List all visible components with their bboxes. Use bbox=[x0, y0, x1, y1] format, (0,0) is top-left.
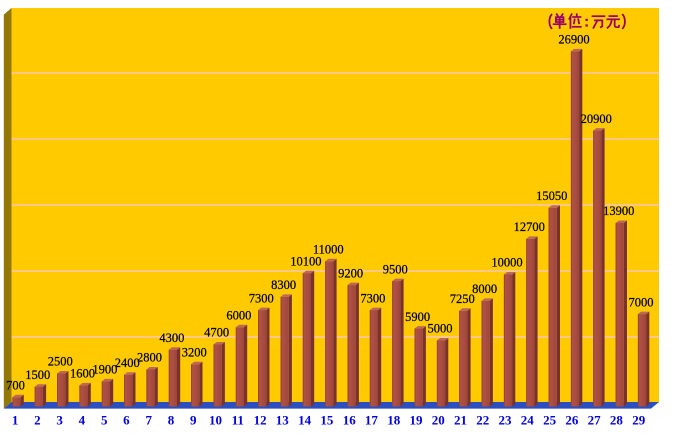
svg-text:24: 24 bbox=[521, 413, 535, 428]
svg-text:7250: 7250 bbox=[450, 292, 475, 306]
svg-text:15050: 15050 bbox=[536, 189, 567, 203]
svg-text:10000: 10000 bbox=[491, 256, 522, 270]
svg-text:6000: 6000 bbox=[226, 309, 251, 323]
svg-text:7300: 7300 bbox=[249, 291, 274, 305]
svg-text:1600: 1600 bbox=[70, 367, 95, 381]
svg-text:13: 13 bbox=[276, 413, 290, 428]
svg-text:2500: 2500 bbox=[48, 355, 73, 369]
svg-text:7300: 7300 bbox=[360, 291, 385, 305]
svg-text:8300: 8300 bbox=[271, 278, 296, 292]
svg-text:7: 7 bbox=[145, 413, 152, 428]
svg-text:8: 8 bbox=[168, 413, 175, 428]
svg-text:5: 5 bbox=[101, 413, 108, 428]
svg-text:3: 3 bbox=[56, 413, 63, 428]
svg-text:4: 4 bbox=[79, 413, 86, 428]
svg-text:9200: 9200 bbox=[338, 266, 363, 280]
svg-text:2: 2 bbox=[34, 413, 41, 428]
svg-text:16: 16 bbox=[343, 413, 357, 428]
svg-text:11000: 11000 bbox=[313, 243, 344, 257]
svg-text:26900: 26900 bbox=[558, 33, 589, 47]
svg-text:7000: 7000 bbox=[629, 295, 654, 309]
svg-text:28: 28 bbox=[610, 413, 624, 428]
svg-text:2400: 2400 bbox=[115, 356, 140, 370]
svg-text:15: 15 bbox=[320, 413, 334, 428]
svg-text:11: 11 bbox=[232, 413, 244, 428]
svg-text:26: 26 bbox=[565, 413, 579, 428]
svg-text:23: 23 bbox=[499, 413, 513, 428]
svg-text:21: 21 bbox=[454, 413, 467, 428]
svg-text:8000: 8000 bbox=[472, 282, 497, 296]
svg-text:17: 17 bbox=[365, 413, 379, 428]
svg-text:18: 18 bbox=[387, 413, 401, 428]
svg-text:22: 22 bbox=[476, 413, 489, 428]
svg-text:20: 20 bbox=[432, 413, 445, 428]
svg-text:1900: 1900 bbox=[92, 363, 117, 377]
svg-text:5000: 5000 bbox=[428, 322, 453, 336]
svg-text:19: 19 bbox=[410, 413, 424, 428]
svg-text:9: 9 bbox=[190, 413, 197, 428]
svg-text:700: 700 bbox=[6, 379, 25, 393]
svg-text:25: 25 bbox=[543, 413, 557, 428]
svg-text:6: 6 bbox=[123, 413, 130, 428]
svg-text:12700: 12700 bbox=[514, 220, 545, 234]
svg-text:2800: 2800 bbox=[137, 351, 162, 365]
svg-text:1: 1 bbox=[12, 413, 19, 428]
svg-text:4700: 4700 bbox=[204, 326, 229, 340]
svg-text:10: 10 bbox=[209, 413, 222, 428]
svg-text:1500: 1500 bbox=[25, 368, 50, 382]
svg-text:10100: 10100 bbox=[290, 254, 321, 268]
svg-text:12: 12 bbox=[254, 413, 267, 428]
svg-text:20900: 20900 bbox=[581, 112, 612, 126]
svg-text:5900: 5900 bbox=[405, 310, 430, 324]
svg-text:3200: 3200 bbox=[182, 346, 207, 360]
svg-text:4300: 4300 bbox=[159, 331, 184, 345]
svg-text:9500: 9500 bbox=[383, 262, 408, 276]
svg-text:27: 27 bbox=[588, 413, 602, 428]
svg-text:14: 14 bbox=[298, 413, 312, 428]
svg-text:29: 29 bbox=[632, 413, 646, 428]
svg-text:13900: 13900 bbox=[603, 204, 634, 218]
